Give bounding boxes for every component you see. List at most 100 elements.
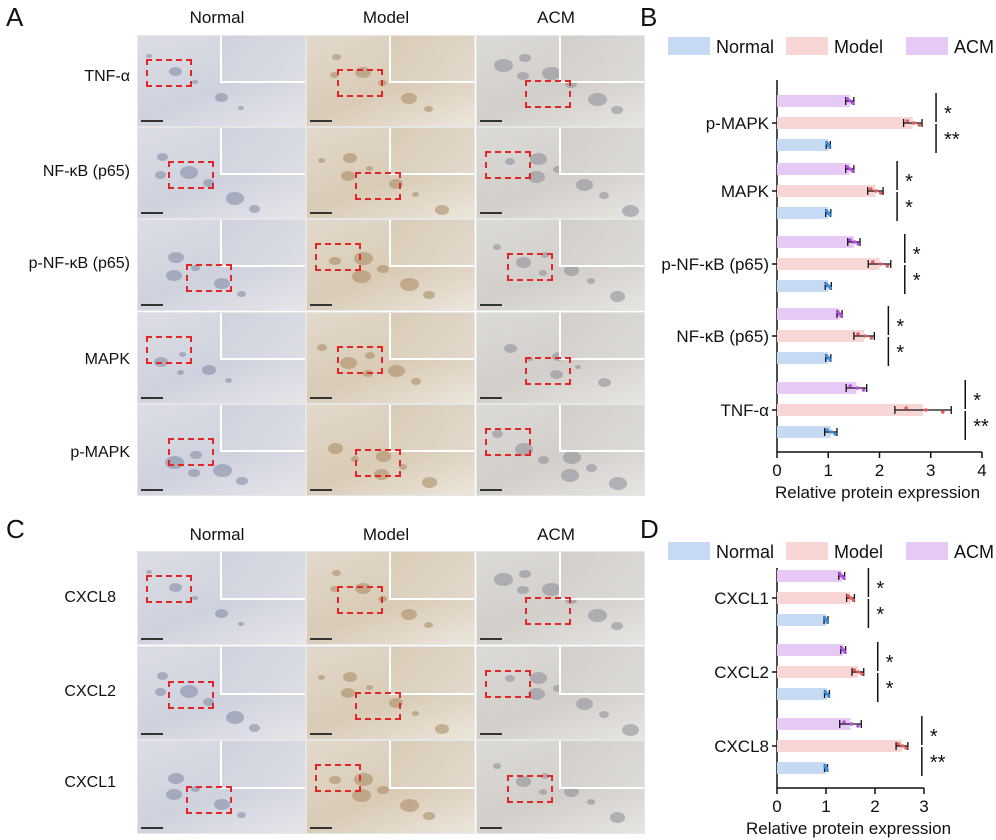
tissue-structure: [588, 609, 607, 623]
significance-marker: **: [930, 752, 946, 774]
significance-marker: *: [876, 604, 884, 626]
row-label-cxcl2: CXCL2: [64, 683, 116, 700]
bar: [777, 404, 924, 416]
region-of-interest-box: [485, 428, 531, 456]
micrograph: [476, 312, 645, 404]
tissue-structure: [517, 586, 529, 595]
bar: [777, 426, 831, 438]
micrograph: [137, 127, 306, 219]
category-label: CXCL1: [714, 589, 769, 608]
magnified-inset: [389, 741, 474, 789]
tissue-structure: [366, 685, 373, 690]
tissue-structure: [341, 171, 355, 181]
tissue-structure: [329, 257, 341, 266]
tissue-structure: [435, 724, 449, 734]
region-of-interest-box: [485, 151, 531, 179]
tissue-structure: [157, 153, 168, 161]
panel-letter-a: A: [6, 2, 24, 32]
column-label-normal: Normal: [189, 8, 245, 27]
micrograph: [306, 219, 475, 311]
tissue-structure: [226, 192, 244, 205]
data-point: [839, 314, 844, 318]
magnified-inset: [220, 128, 305, 175]
bar: [777, 258, 880, 270]
tissue-structure: [238, 106, 244, 111]
tissue-structure: [576, 179, 593, 191]
tissue-structure: [332, 54, 341, 61]
tissue-structure: [515, 443, 533, 456]
tissue-structure: [539, 270, 547, 276]
tissue-structure: [424, 622, 433, 629]
data-point: [850, 101, 855, 105]
tissue-structure: [188, 469, 200, 478]
bar: [777, 740, 902, 752]
bar: [777, 382, 857, 394]
x-tick-label: 2: [875, 461, 884, 480]
tissue-structure: [599, 192, 609, 199]
region-of-interest-box: [355, 172, 401, 200]
panel-letter-c: C: [6, 514, 25, 544]
tissue-structure: [588, 93, 607, 107]
micrograph: [306, 551, 475, 645]
tissue-structure: [155, 688, 166, 696]
tissue-structure: [516, 257, 531, 268]
data-point: [848, 167, 852, 171]
tissue-structure: [400, 278, 419, 292]
tissue-structure: [191, 786, 200, 793]
tissue-structure: [622, 205, 639, 217]
data-point: [863, 334, 867, 338]
tissue-structure: [528, 688, 545, 700]
bar: [777, 688, 827, 700]
tissue-structure: [154, 357, 168, 367]
tissue-structure: [519, 570, 531, 579]
tissue-structure: [214, 278, 230, 290]
bar: [777, 644, 844, 656]
tissue-structure: [622, 724, 639, 736]
row-label-cxcl1: CXCL1: [64, 774, 116, 791]
region-of-interest-box: [485, 670, 531, 698]
data-point: [845, 165, 850, 169]
panel-letter-d: D: [640, 514, 659, 544]
magnified-inset: [389, 405, 474, 452]
significance-marker: *: [896, 316, 904, 338]
tissue-structure: [610, 291, 625, 302]
magnified-inset: [389, 36, 474, 83]
scale-bar: [141, 827, 163, 829]
bar: [777, 139, 829, 151]
data-point: [826, 694, 831, 698]
legend-label: ACM: [954, 542, 994, 562]
region-of-interest-box: [337, 586, 383, 614]
bar: [777, 280, 829, 292]
data-point: [833, 432, 837, 436]
tissue-structure: [412, 192, 419, 197]
micrograph: [306, 646, 475, 740]
data-point: [825, 428, 829, 432]
tissue-structure: [389, 179, 403, 189]
tissue-structure: [236, 477, 248, 486]
region-of-interest-box: [337, 69, 383, 97]
panel-letter-b: B: [640, 2, 658, 32]
scale-bar: [141, 304, 163, 306]
significance-marker: *: [913, 270, 921, 292]
magnified-inset: [389, 647, 474, 695]
tissue-structure: [542, 67, 561, 81]
tissue-structure: [332, 570, 341, 577]
tissue-structure: [519, 54, 531, 63]
tissue-structure: [423, 812, 435, 821]
tissue-structure: [565, 596, 577, 605]
bar: [777, 762, 826, 774]
scale-bar: [141, 397, 163, 399]
tissue-structure: [238, 622, 244, 627]
scale-bar: [310, 733, 332, 735]
data-point: [829, 430, 834, 434]
scale-bar: [310, 489, 332, 491]
magnified-inset: [220, 552, 305, 600]
row-label-mapk: MAPK: [84, 351, 130, 368]
data-point: [828, 286, 833, 290]
data-point: [852, 240, 857, 244]
scale-bar: [480, 120, 502, 122]
bar: [777, 614, 826, 626]
tissue-structure: [169, 67, 182, 77]
magnified-inset: [559, 128, 644, 175]
data-point: [917, 123, 922, 127]
